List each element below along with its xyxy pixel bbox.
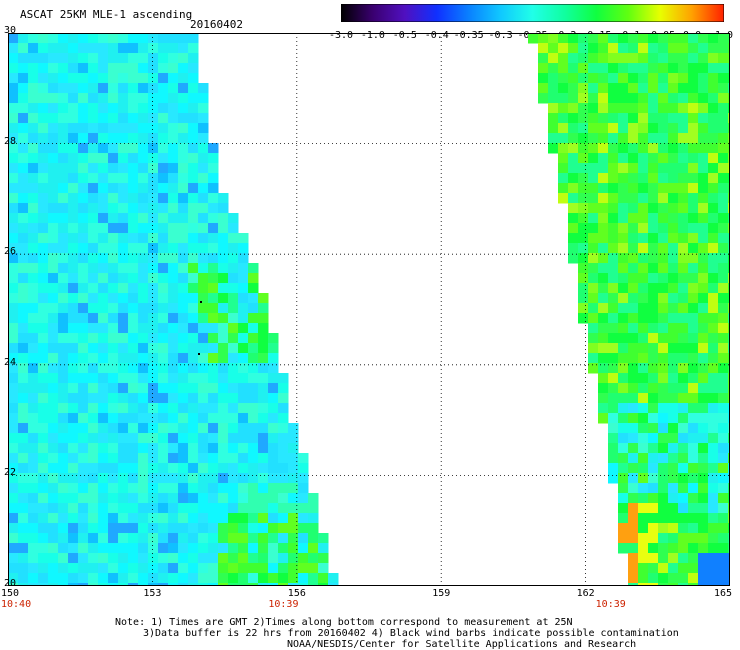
pass-time-label: 10:40 xyxy=(1,599,32,610)
colorbar-gradient xyxy=(340,3,725,23)
wind-map xyxy=(7,32,739,594)
note-line-3: NOAA/NESDIS/Center for Satellite Applica… xyxy=(287,639,637,650)
product-title: ASCAT 25KM MLE-1 ascending xyxy=(20,8,193,21)
colorbar-label: -0.3 xyxy=(488,30,513,41)
note-line-2: 3)Data buffer is 22 hrs from 20160402 4)… xyxy=(143,628,679,639)
product-date: 20160402 xyxy=(190,18,243,31)
colorbar-bar xyxy=(340,3,725,23)
lat-tick-label: 26 xyxy=(4,246,17,258)
lon-tick-label: 165 xyxy=(714,588,733,599)
lon-tick-label: 159 xyxy=(432,588,451,599)
lon-tick-label: 162 xyxy=(576,588,595,599)
contamination-mark xyxy=(198,353,200,355)
colorbar-label: -0.35 xyxy=(453,30,484,41)
lat-tick-label: 30 xyxy=(4,25,17,36)
colorbar-label: -0.4 xyxy=(424,30,449,41)
pass-time-label: 10:39 xyxy=(595,599,626,610)
lat-tick-label: 24 xyxy=(4,356,17,368)
colorbar-label: -1.0 xyxy=(360,30,385,41)
lon-tick-label: 150 xyxy=(1,588,20,599)
note-line-1: Note: 1) Times are GMT 2)Times along bot… xyxy=(115,617,573,628)
contamination-mark xyxy=(200,301,202,303)
colorbar-label: -0.5 xyxy=(392,30,417,41)
lat-tick-label: 20 xyxy=(4,578,17,589)
lon-tick-label: 156 xyxy=(287,588,306,599)
lat-tick-label: 28 xyxy=(4,135,17,147)
pass-time-label: 10:39 xyxy=(268,599,299,610)
lat-tick-label: 22 xyxy=(4,467,17,479)
colorbar: -3.0-1.0-0.5-0.4-0.35-0.3-0.25-0.2-0.15-… xyxy=(329,3,733,41)
lon-tick-label: 153 xyxy=(143,588,162,599)
map-plot xyxy=(7,32,739,594)
wind-field xyxy=(8,33,739,594)
colorbar-label: -3.0 xyxy=(328,30,354,41)
